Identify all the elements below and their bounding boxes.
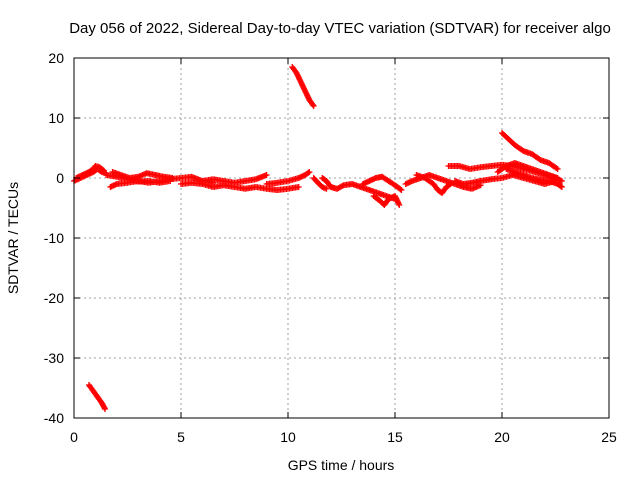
y-tick-label: -30 (44, 350, 64, 366)
x-tick-label: 5 (177, 429, 185, 445)
series-track-f (103, 172, 174, 186)
data-point (323, 185, 330, 192)
ticks (73, 57, 610, 419)
x-tick-label: 20 (494, 429, 510, 445)
x-tick-label: 0 (70, 429, 78, 445)
series-track-c (85, 382, 109, 412)
data-point (102, 406, 109, 412)
chart-title: Day 056 of 2022, Sidereal Day-to-day VTE… (69, 20, 611, 37)
data-point (447, 181, 454, 187)
data-point (309, 101, 316, 108)
data-point (99, 166, 106, 173)
data-point (305, 169, 312, 176)
series-track-i (263, 169, 313, 187)
series-track-g (178, 179, 302, 193)
x-axis-label: GPS time / hours (288, 457, 395, 473)
data-point (397, 186, 404, 193)
x-tick-labels: 0 5 10 15 20 25 (70, 429, 617, 445)
series-track-t (499, 130, 561, 172)
data-point (396, 202, 403, 208)
data-point (554, 175, 561, 181)
series-track-m (359, 173, 405, 193)
y-tick-label: -20 (44, 290, 64, 306)
y-tick-label: -40 (44, 410, 64, 426)
data-point (306, 169, 313, 175)
data-point (339, 182, 346, 189)
x-tick-label: 15 (387, 429, 403, 445)
y-tick-label: 10 (48, 110, 64, 126)
series-track-u (503, 166, 565, 190)
y-tick-label: 20 (48, 50, 64, 66)
x-tick-label: 25 (601, 429, 617, 445)
x-tick-label: 10 (280, 429, 296, 445)
data-point (263, 172, 270, 178)
y-axis-label: SDTVAR / TECUs (5, 182, 21, 294)
y-tick-label: 0 (56, 170, 64, 186)
data-point (295, 184, 302, 190)
data-point (446, 181, 453, 188)
data-point (310, 103, 317, 109)
data-point (398, 187, 405, 193)
data-point (557, 183, 564, 190)
series-track-j (289, 64, 317, 109)
data-point (558, 184, 565, 190)
series-track-p (413, 172, 454, 196)
y-tick-labels: -40 -30 -20 -10 0 10 20 (44, 50, 64, 426)
data-point (553, 165, 560, 172)
data-point (100, 167, 107, 174)
series-track-k (310, 175, 330, 192)
series-track-h (199, 172, 270, 186)
data-point (558, 178, 565, 184)
data-points (71, 64, 565, 412)
data-point (554, 166, 561, 172)
series-track-n (370, 193, 403, 208)
data-point (167, 178, 174, 184)
y-tick-label: -10 (44, 230, 64, 246)
series-track-s (494, 160, 561, 181)
